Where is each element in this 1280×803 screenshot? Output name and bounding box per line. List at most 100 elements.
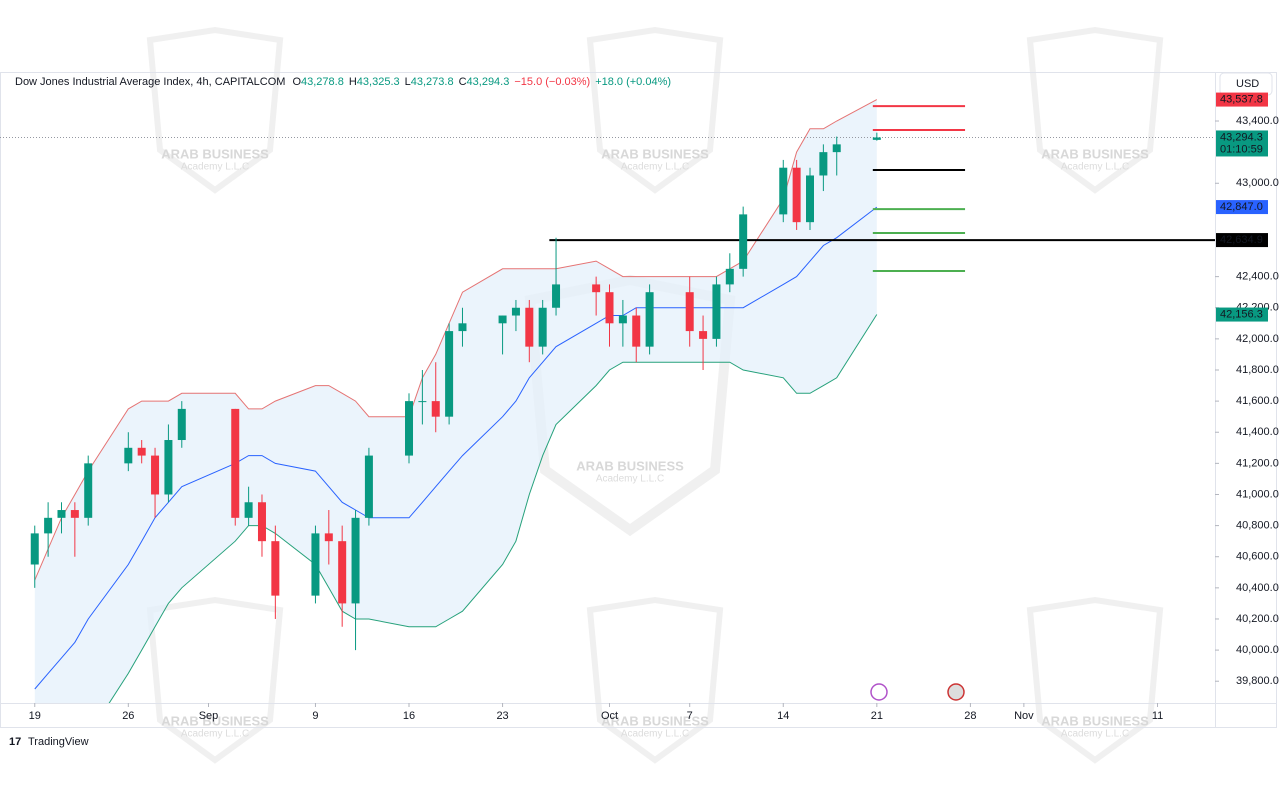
price-badge (1216, 92, 1268, 107)
candle-body (605, 292, 614, 324)
candle-body (124, 447, 133, 464)
price-badge (1216, 200, 1268, 215)
candle-body (552, 284, 561, 308)
currency[interactable]: USD (1236, 78, 1259, 90)
price-badge-label: 42,847.0 (1220, 201, 1263, 213)
x-tick-label: Oct (601, 710, 618, 722)
candle-body (538, 307, 547, 347)
x-tick-label: Nov (1014, 710, 1034, 722)
watermark-shield (586, 596, 724, 764)
event-icon[interactable] (947, 683, 965, 701)
ohlc-key: C (459, 76, 467, 88)
y-tick-label: 40,400.0 (1236, 582, 1279, 594)
band-fill (34, 99, 877, 703)
candle-body (177, 408, 186, 441)
candle-body (739, 214, 748, 269)
y-tick-label: 42,400.0 (1236, 271, 1279, 283)
candle-body (364, 455, 373, 518)
x-tick-label: 7 (687, 710, 693, 722)
price-badge (1216, 233, 1268, 248)
x-tick-label: 19 (29, 710, 41, 722)
watermark-name: ARAB BUSINESS (576, 458, 684, 473)
watermark-shield (146, 26, 284, 194)
candle-body (525, 307, 534, 347)
candle-body (431, 401, 440, 417)
ohlc-value: 43,273.8 (411, 76, 454, 88)
candle-body (725, 268, 734, 285)
candle-body (44, 517, 53, 534)
y-tick-label: 41,200.0 (1236, 457, 1279, 469)
watermark-shield (586, 26, 724, 194)
x-tick-label: 28 (964, 710, 976, 722)
watermark-name: ARAB BUSINESS (1041, 146, 1149, 161)
candle-body (792, 167, 801, 223)
legend: Dow Jones Industrial Average Index, 4h, … (15, 76, 671, 88)
candle-body (445, 331, 454, 417)
candle-body (257, 502, 266, 542)
ohlc-value: 43,278.8 (301, 76, 344, 88)
y-tick-label: 39,800.0 (1236, 675, 1279, 687)
candle-body (324, 533, 333, 542)
x-tick-label: Sep (199, 710, 219, 722)
candle-body (872, 137, 881, 140)
candle-body (685, 292, 694, 332)
price-badge-label: 43,294.3 (1220, 131, 1263, 143)
x-tick-label: 11 (1152, 710, 1163, 722)
x-tick-label: 9 (312, 710, 318, 722)
frame (0, 72, 1277, 728)
price-badge-label: 42,156.3 (1220, 308, 1263, 320)
countdown: 01:10:59 (1220, 143, 1263, 155)
watermark-shield (1026, 26, 1164, 194)
candle-body (164, 440, 173, 495)
watermark-name: ARAB BUSINESS (161, 146, 269, 161)
candle-body (231, 408, 240, 518)
watermark-name: ARAB BUSINESS (161, 713, 269, 728)
candle-body (712, 284, 721, 339)
candle-body (84, 463, 93, 518)
events (870, 683, 965, 701)
price-badge-label: 42,634.9 (1220, 234, 1263, 246)
ohlc-value: 43,325.3 (357, 76, 400, 88)
x-tick-label: 16 (403, 710, 415, 722)
candle-body (632, 315, 641, 347)
candle-body (311, 533, 320, 596)
watermark-sub: Academy L.L.C (1061, 729, 1129, 740)
candle-body (806, 175, 814, 223)
y-tick-label: 40,600.0 (1236, 551, 1279, 563)
watermark-shield (146, 596, 284, 764)
price-badge (1216, 130, 1268, 157)
y-tick-label: 41,000.0 (1236, 488, 1279, 500)
middle-band (34, 206, 878, 690)
watermark-name: ARAB BUSINESS (601, 146, 709, 161)
watermark-name: ARAB BUSINESS (1041, 713, 1149, 728)
y-tick-label: 41,800.0 (1236, 364, 1279, 376)
brand: TradingView (28, 736, 89, 748)
ohlc: O43,278.8 H43,325.3 L43,273.8 C43,294.3 (292, 76, 509, 88)
candle-body (70, 510, 79, 518)
symbol-title: Dow Jones Industrial Average Index, 4h, … (15, 76, 285, 88)
event-icon[interactable] (870, 683, 888, 701)
candle-body (151, 455, 160, 495)
x-tick-label: 23 (496, 710, 508, 722)
watermark-sub: Academy L.L.C (621, 162, 689, 173)
change-extended: +18.0 (+0.04%) (595, 76, 671, 88)
watermark-shield (1026, 596, 1164, 764)
candle-body (418, 401, 427, 403)
candle-body (819, 152, 828, 176)
candle-body (618, 315, 627, 324)
candle-body (699, 331, 708, 339)
y-tick-label: 40,000.0 (1236, 644, 1279, 656)
candle-body (779, 167, 788, 215)
price-badge (1216, 307, 1268, 322)
candle-body (511, 307, 520, 316)
price-badge-label: 43,537.8 (1220, 93, 1263, 105)
y-tick-label: 43,000.0 (1236, 177, 1279, 189)
watermark-sub: Academy L.L.C (1061, 162, 1129, 173)
x-tick-label: 14 (777, 710, 789, 722)
watermark-sub: Academy L.L.C (596, 474, 664, 485)
candle-body (57, 510, 66, 518)
change: −15.0 (−0.03%) (514, 76, 590, 88)
ohlc-key: L (405, 76, 411, 88)
x-tick-label: 26 (122, 710, 134, 722)
